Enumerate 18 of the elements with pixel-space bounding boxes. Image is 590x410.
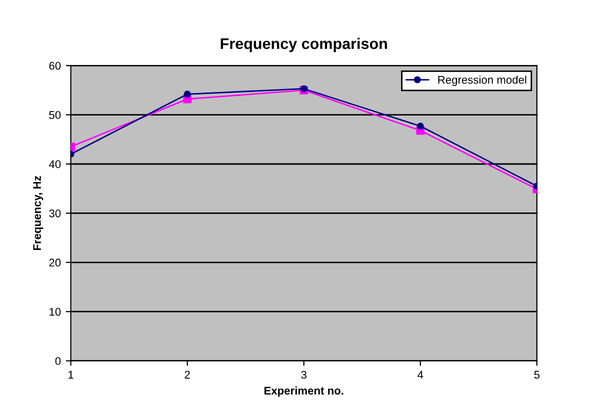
chart-title: Frequency comparison <box>220 38 387 52</box>
x-tick-label: 1 <box>68 370 74 379</box>
y-tick-label: 50 <box>49 111 61 119</box>
y-tick-label: 20 <box>49 258 61 267</box>
x-tick-label: 3 <box>301 370 306 379</box>
point <box>416 122 424 130</box>
point <box>184 90 191 98</box>
y-tick-label: 40 <box>48 160 61 168</box>
y-axis-title: Frequency, Hz <box>33 176 44 250</box>
x-tick-label: 4 <box>418 370 424 379</box>
x-tick-label: 2 <box>184 370 190 379</box>
x-axis-title: Experiment no. <box>264 386 344 397</box>
y-tick-label: 30 <box>49 209 61 218</box>
legend-label: Regression model <box>438 76 526 86</box>
y-tick-label: 10 <box>50 308 61 316</box>
y-tick-label: 60 <box>49 62 61 70</box>
y-tick-label: 0 <box>55 357 61 365</box>
x-tick-label: 5 <box>534 370 540 379</box>
